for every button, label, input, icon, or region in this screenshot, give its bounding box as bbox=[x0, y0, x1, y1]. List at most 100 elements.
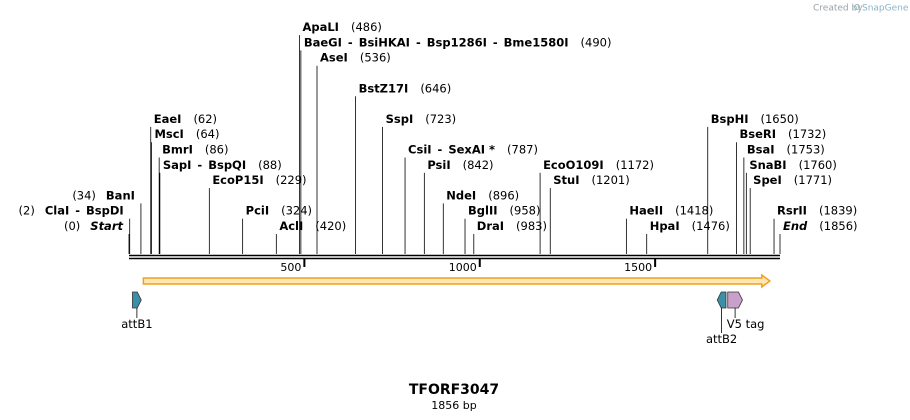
feature-arrow[interactable] bbox=[727, 291, 743, 309]
enzyme-site[interactable]: EcoO109I (1172) bbox=[539, 158, 654, 254]
enzyme-name-separator: - bbox=[75, 204, 80, 218]
enzyme-name[interactable]: SexAI * bbox=[448, 143, 495, 157]
feature-v5-tag[interactable]: V5 tag bbox=[727, 291, 765, 331]
enzyme-site[interactable]: BsaI (1753) bbox=[743, 143, 825, 255]
enzyme-site[interactable]: BstZ17I (646) bbox=[355, 81, 452, 254]
enzyme-site[interactable]: BspHI (1650) bbox=[707, 112, 799, 254]
enzyme-name[interactable]: End bbox=[783, 219, 808, 233]
enzyme-site[interactable]: AclI (420) bbox=[275, 219, 346, 254]
enzyme-site[interactable]: CsiI - SexAI * (787) bbox=[404, 143, 538, 255]
enzyme-site[interactable]: SapI - BspQI (88) bbox=[159, 158, 282, 254]
enzyme-name[interactable]: BaeGI bbox=[304, 35, 342, 49]
enzyme-name[interactable]: BanI bbox=[106, 188, 135, 202]
enzyme-site[interactable]: DraI (983) bbox=[473, 219, 547, 254]
enzyme-site[interactable]: Start (0) bbox=[64, 219, 130, 254]
enzyme-name[interactable]: DraI bbox=[477, 219, 504, 233]
enzyme-name[interactable]: BglII bbox=[468, 204, 498, 218]
enzyme-name[interactable]: Bsp1286I bbox=[427, 35, 487, 49]
enzyme-position: (723) bbox=[425, 112, 456, 126]
enzyme-site[interactable]: BglII (958) bbox=[464, 204, 540, 254]
feature-attb1[interactable]: attB1 bbox=[121, 291, 153, 331]
enzyme-site[interactable]: EcoP15I (229) bbox=[208, 173, 307, 254]
enzyme-name[interactable]: BspDI bbox=[86, 204, 124, 218]
feature-attb2[interactable]: attB2 bbox=[706, 291, 737, 346]
enzyme-position: (842) bbox=[463, 158, 494, 172]
enzyme-name[interactable]: CsiI bbox=[408, 143, 432, 157]
enzyme-site[interactable]: RsrII (1839) bbox=[773, 204, 857, 254]
enzyme-name[interactable]: Bme1580I bbox=[504, 35, 569, 49]
enzyme-position: (1201) bbox=[592, 173, 630, 187]
enzyme-site[interactable]: SspI (723) bbox=[382, 112, 457, 254]
enzyme-site[interactable]: StuI (1201) bbox=[549, 173, 630, 254]
enzyme-position: (983) bbox=[516, 219, 547, 233]
enzyme-position: (1753) bbox=[787, 143, 825, 157]
enzyme-position: (646) bbox=[420, 81, 451, 95]
enzyme-name[interactable]: EaeI bbox=[154, 112, 182, 126]
orf-arrow[interactable] bbox=[142, 273, 772, 289]
enzyme-site[interactable]: MscI (64) bbox=[151, 127, 219, 254]
enzyme-name[interactable]: AclI bbox=[279, 219, 303, 233]
enzyme-position: (1760) bbox=[799, 158, 837, 172]
enzyme-name[interactable]: SapI bbox=[163, 158, 192, 172]
enzyme-site[interactable]: HpaI (1476) bbox=[646, 219, 730, 254]
enzyme-site[interactable]: PsiI (842) bbox=[423, 158, 494, 254]
enzyme-name[interactable]: BstZ17I bbox=[359, 81, 409, 95]
enzyme-site[interactable]: SpeI (1771) bbox=[749, 173, 832, 254]
enzyme-site[interactable]: SnaBI (1760) bbox=[745, 158, 837, 254]
enzyme-name-separator: - bbox=[416, 35, 421, 49]
enzyme-name[interactable]: PsiI bbox=[427, 158, 450, 172]
enzyme-site[interactable]: BseRI (1732) bbox=[736, 127, 827, 254]
watermark-prefix: Created by bbox=[813, 4, 863, 14]
enzyme-name[interactable]: HpaI bbox=[650, 219, 680, 233]
feature-label: attB1 bbox=[121, 317, 152, 331]
enzyme-name[interactable]: ClaI bbox=[45, 204, 69, 218]
enzyme-name[interactable]: StuI bbox=[553, 173, 579, 187]
enzyme-name[interactable]: MscI bbox=[154, 127, 183, 141]
enzyme-name[interactable]: RsrII bbox=[777, 204, 807, 218]
enzyme-site[interactable]: ClaI - BspDI (2) bbox=[19, 204, 131, 254]
enzyme-position: (1732) bbox=[788, 127, 826, 141]
enzyme-name-separator: - bbox=[493, 35, 498, 49]
snapgene-watermark: SnapGene bbox=[862, 4, 909, 14]
enzyme-name[interactable]: BmrI bbox=[162, 143, 193, 157]
enzyme-name[interactable]: SpeI bbox=[753, 173, 782, 187]
enzyme-name[interactable]: AseI bbox=[320, 51, 348, 65]
enzyme-site[interactable]: End (1856) bbox=[779, 219, 858, 254]
enzyme-position: (1418) bbox=[675, 204, 713, 218]
enzyme-name[interactable]: BseRI bbox=[740, 127, 777, 141]
enzyme-name[interactable]: BsaI bbox=[747, 143, 775, 157]
enzyme-name[interactable]: BspHI bbox=[711, 112, 749, 126]
enzyme-name[interactable]: HaeII bbox=[629, 204, 663, 218]
enzyme-name[interactable]: SnaBI bbox=[749, 158, 786, 172]
enzyme-site[interactable]: BaeGI - BsiHKAI - Bsp1286I - Bme1580I (490) bbox=[300, 35, 612, 254]
map-title: TFORF3047 bbox=[409, 382, 499, 398]
feature-arrow[interactable] bbox=[716, 291, 727, 309]
feature-label: attB2 bbox=[706, 332, 737, 346]
enzyme-name[interactable]: BsiHKAI bbox=[359, 35, 410, 49]
enzyme-site[interactable]: AseI (536) bbox=[316, 51, 391, 254]
enzyme-site[interactable]: BmrI (86) bbox=[158, 143, 228, 255]
enzyme-name[interactable]: ApaLI bbox=[302, 20, 339, 34]
enzyme-name[interactable]: NdeI bbox=[446, 188, 476, 202]
enzyme-name[interactable]: Start bbox=[90, 219, 123, 233]
enzyme-site[interactable]: PciI (324) bbox=[242, 204, 312, 254]
enzyme-position: (229) bbox=[276, 173, 307, 187]
enzyme-site[interactable]: ApaLI (486) bbox=[299, 20, 382, 254]
enzyme-name[interactable]: PciI bbox=[246, 204, 269, 218]
sequence-ruler: 500 1000 1500 bbox=[129, 254, 780, 274]
ruler-tick-label: 1500 bbox=[624, 261, 652, 274]
enzyme-name-separator: - bbox=[197, 158, 202, 172]
enzyme-name[interactable]: SspI bbox=[386, 112, 414, 126]
enzyme-site[interactable]: NdeI (896) bbox=[442, 188, 519, 254]
enzyme-site[interactable]: BanI (34) bbox=[72, 188, 142, 254]
enzyme-name[interactable]: BspQI bbox=[208, 158, 246, 172]
enzyme-site[interactable]: HaeII (1418) bbox=[625, 204, 713, 254]
enzyme-position: (1476) bbox=[692, 219, 730, 233]
enzyme-position: (62) bbox=[193, 112, 217, 126]
feature-arrow[interactable] bbox=[132, 291, 142, 309]
enzyme-site[interactable]: EaeI (62) bbox=[150, 112, 217, 254]
enzyme-name[interactable]: EcoO109I bbox=[543, 158, 604, 172]
enzyme-name[interactable]: EcoP15I bbox=[212, 173, 263, 187]
